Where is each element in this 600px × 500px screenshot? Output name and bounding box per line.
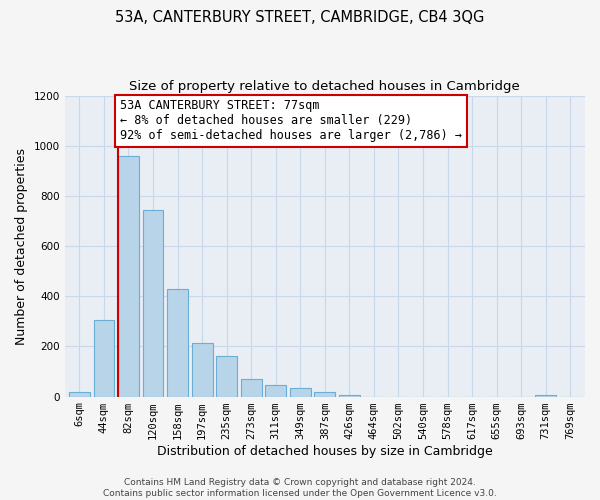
Bar	[290, 388, 311, 396]
Bar	[241, 378, 262, 396]
Bar	[216, 356, 237, 397]
Bar	[191, 342, 212, 396]
Bar	[535, 394, 556, 396]
Bar	[314, 392, 335, 396]
Bar	[69, 392, 90, 396]
Bar	[167, 288, 188, 397]
Y-axis label: Number of detached properties: Number of detached properties	[15, 148, 28, 344]
Bar	[143, 210, 163, 396]
X-axis label: Distribution of detached houses by size in Cambridge: Distribution of detached houses by size …	[157, 444, 493, 458]
Text: Contains HM Land Registry data © Crown copyright and database right 2024.
Contai: Contains HM Land Registry data © Crown c…	[103, 478, 497, 498]
Bar	[265, 385, 286, 396]
Bar	[118, 156, 139, 396]
Bar	[339, 394, 360, 396]
Bar	[94, 320, 115, 396]
Text: 53A, CANTERBURY STREET, CAMBRIDGE, CB4 3QG: 53A, CANTERBURY STREET, CAMBRIDGE, CB4 3…	[115, 10, 485, 25]
Title: Size of property relative to detached houses in Cambridge: Size of property relative to detached ho…	[130, 80, 520, 93]
Text: 53A CANTERBURY STREET: 77sqm
← 8% of detached houses are smaller (229)
92% of se: 53A CANTERBURY STREET: 77sqm ← 8% of det…	[120, 100, 462, 142]
